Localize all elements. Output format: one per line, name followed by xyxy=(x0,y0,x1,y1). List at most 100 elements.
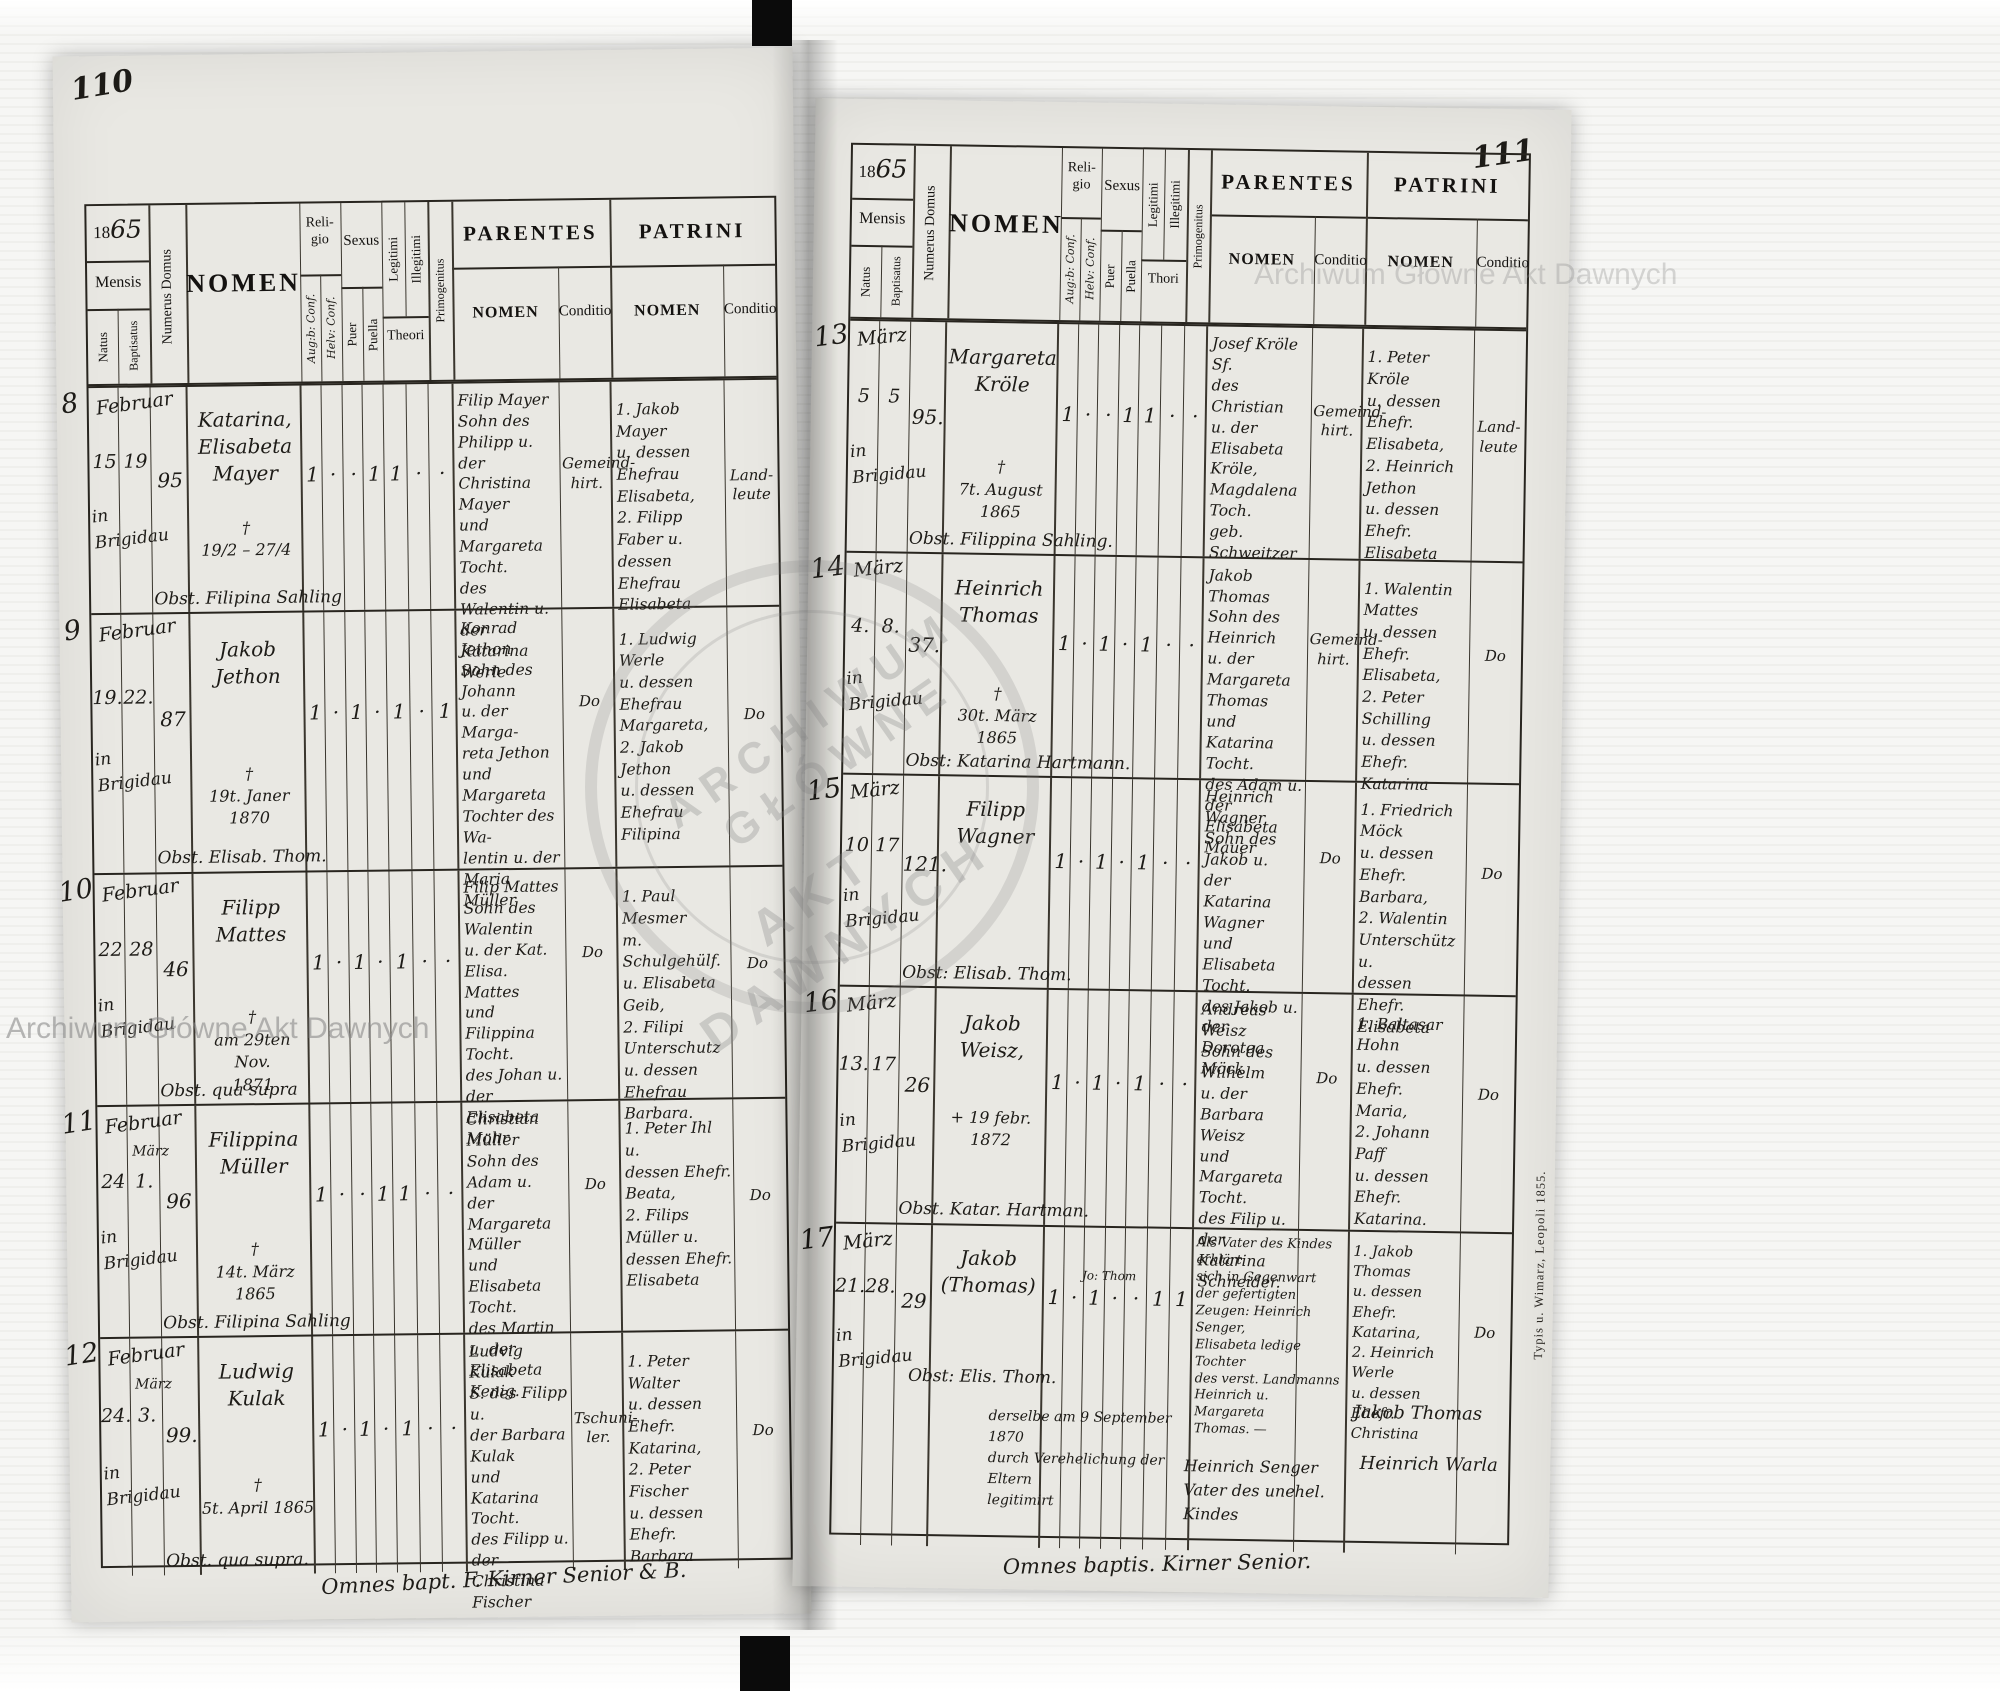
puer-label: Puer xyxy=(343,322,360,347)
printer-imprint: Typis u. Wimarz, Leopoli 1855. xyxy=(1531,1170,1548,1360)
primogenitus-label: Primogenitus xyxy=(432,258,447,323)
tally-mark: 1 xyxy=(376,1181,390,1206)
obstetrix-note: Obst: Elis. Thom. xyxy=(907,1365,1057,1389)
patrini-names: 1. Peter Kröle u. dessen Ehefr. Elisabet… xyxy=(1364,348,1455,563)
register-row: 12 Februar März 24. 3. in Brigidau 99. L… xyxy=(62,1328,791,1612)
parents-conditio: Gemeind- hirt. xyxy=(1309,630,1383,669)
tally-mark: 1 xyxy=(314,1182,328,1207)
margin-entry-number: 11 xyxy=(59,1104,98,1141)
table-header: 1865 Mensis Natus Baptisatus Numerus Dom… xyxy=(850,144,1529,330)
scanner-edge-top xyxy=(0,0,2000,36)
tally-mark: · xyxy=(1158,1071,1166,1096)
house-number: 99. xyxy=(165,1423,198,1448)
table-rule xyxy=(609,263,776,268)
patrini-names: 1. Baltasar Hohn u. dessen Ehefr. Maria,… xyxy=(1353,1014,1443,1229)
patrini-nomen-label: NOMEN xyxy=(633,301,701,320)
natus-day: 5 xyxy=(857,385,871,408)
year-label: 1865 xyxy=(86,214,148,244)
tally-marks: 1 · 1 · 1 · · xyxy=(308,949,460,975)
patrini-names: 1. Walentin Mattes u. dessen Ehefr. Elis… xyxy=(1360,579,1453,794)
column-divider xyxy=(327,872,352,1103)
natus-day: 24. xyxy=(100,1405,132,1428)
numerus-domus-label: Numerus Domus xyxy=(159,248,176,344)
column-divider xyxy=(362,384,387,610)
page-number: 110 xyxy=(68,62,136,108)
death-note: † 14t. März 1865 xyxy=(215,1239,295,1304)
tally-mark: · xyxy=(350,461,358,486)
column-divider xyxy=(392,1103,418,1334)
house-number: 96 xyxy=(166,1188,192,1214)
baptisatus-label: Baptisatus xyxy=(126,321,141,372)
sexus-label: Sexus xyxy=(343,232,380,250)
patrini-names: 1. Peter Ihl u. dessen Ehefr. Beata, 2. … xyxy=(624,1118,733,1290)
column-divider xyxy=(330,1104,354,1335)
column-divider xyxy=(342,384,366,611)
column-divider xyxy=(437,1102,465,1333)
table-rule xyxy=(1141,259,1186,263)
column-divider xyxy=(1465,784,1519,995)
patrini-conditio: Do xyxy=(1477,1085,1500,1105)
house-number: 95 xyxy=(157,468,183,493)
margin-entry-number: 12 xyxy=(62,1336,101,1373)
archive-watermark-left: Archiwum Główne Akt Dawnych xyxy=(6,1012,430,1045)
legitimation-note: derselbe am 9 September 1870 durch Vereh… xyxy=(987,1407,1172,1509)
table-rule xyxy=(451,265,610,270)
table-header: 1865 Mensis Natus Baptisatus Numerus Dom… xyxy=(86,197,777,387)
parentes-label: PARENTES xyxy=(1221,169,1356,196)
column-divider xyxy=(431,610,459,869)
year-handwritten: 65 xyxy=(875,153,908,184)
column-divider xyxy=(100,1338,134,1577)
column-divider xyxy=(406,384,432,610)
parents-names: Josef Kröle Sf. des Christian u. der Eli… xyxy=(1208,334,1299,563)
child-name: Filippina Müller xyxy=(208,1126,299,1179)
natus-day: 21. xyxy=(834,1274,866,1298)
tally-mark: · xyxy=(1118,850,1125,875)
nomen-label: NOMEN xyxy=(186,267,302,299)
child-name: Ludwig Kulak xyxy=(218,1359,295,1411)
tally-mark: 1 xyxy=(1061,402,1075,427)
religio-label: Reli-gio xyxy=(1067,160,1096,193)
year-handwritten: 65 xyxy=(109,214,143,244)
binding-clip-top xyxy=(752,0,792,46)
tally-mark: · xyxy=(1114,1070,1122,1095)
parents-conditio: Gemeind- hirt. xyxy=(1313,401,1387,440)
place: in Brigidau xyxy=(100,1226,180,1274)
paternity-declaration: Als Vater des Kindes erklärt sich in Geg… xyxy=(1193,1235,1340,1438)
binding-clip-bottom xyxy=(740,1636,790,1691)
tally-mark: 1 xyxy=(305,461,319,487)
tally-mark: 1 xyxy=(1094,850,1108,875)
tally-mark: · xyxy=(438,460,446,485)
natus-day: 19. xyxy=(92,687,123,710)
tally-marks: 1 · · 1 1 · · xyxy=(302,460,454,486)
parents-conditio: Do xyxy=(1316,1069,1338,1088)
baptisatus-day: 22. xyxy=(123,686,154,709)
column-divider xyxy=(312,1336,337,1574)
column-divider xyxy=(409,610,435,870)
place: in Brigidau xyxy=(94,748,174,796)
tally-mark: 1 xyxy=(389,460,403,485)
tally-marks: 1 · · 1 1 · · xyxy=(311,1181,463,1207)
child-name: Jakob Weisz, xyxy=(959,1010,1025,1063)
tally-mark: · xyxy=(1161,851,1169,876)
baptisatus-day: 17 xyxy=(871,1052,897,1076)
margin-entry-number: 9 xyxy=(61,614,84,648)
baptisatus-day: 3. xyxy=(137,1404,157,1427)
tally-marks: 1 · 1 · 1 · · xyxy=(1047,1070,1197,1096)
baptisatus-day: 1. xyxy=(135,1170,154,1194)
column-divider xyxy=(568,1100,623,1332)
tally-marks: 1 · 1 · 1 · · xyxy=(314,1415,466,1441)
patrini-conditio: Land- leute xyxy=(729,465,774,504)
column-divider xyxy=(91,614,125,874)
column-divider xyxy=(836,986,870,1223)
tally-mark: 1 xyxy=(308,700,322,725)
sexus-overwrite-note: Jo: Thom xyxy=(1081,1267,1137,1283)
tally-mark: 1 xyxy=(1054,849,1068,874)
tally-marks: 1 · 1 · 1 · 1 xyxy=(305,698,457,724)
tally-mark: · xyxy=(341,1416,349,1441)
patrini-label: PATRINI xyxy=(638,217,746,244)
natus-day: 22 xyxy=(98,939,123,962)
register-row: 16 März 13. 17 in Brigidau 26 Jakob Weis… xyxy=(802,984,1516,1292)
tally-mark: · xyxy=(1111,1285,1119,1310)
table-rule xyxy=(86,260,149,264)
tally-mark: · xyxy=(382,1416,390,1441)
